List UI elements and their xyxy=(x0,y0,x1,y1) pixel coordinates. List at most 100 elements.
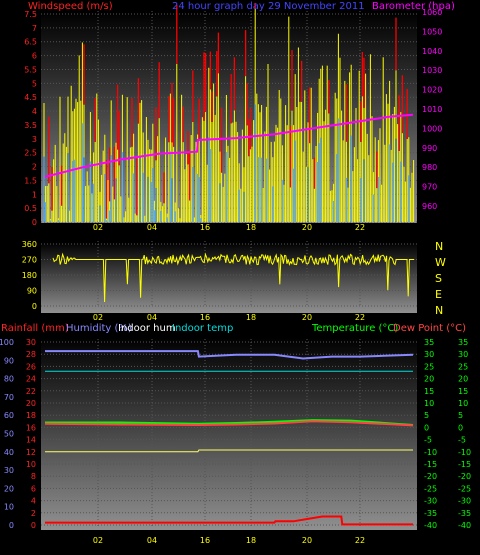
climate-panel-bg xyxy=(41,337,417,530)
dir-label-w: W xyxy=(435,256,446,269)
dew-point-label: Dew Point (°C) xyxy=(393,323,466,334)
dewpoint-y-tick: 30 xyxy=(458,350,468,359)
direction-y-tick: 270 xyxy=(22,256,37,265)
humidity-y-tick: 40 xyxy=(4,448,14,457)
x-tick-label: 20 xyxy=(302,536,312,545)
rainfall-label: Rainfall (mm) xyxy=(1,323,69,334)
wind-y-tick: 7.5 xyxy=(24,10,37,19)
barometer-y-tick: 1060 xyxy=(422,8,442,17)
dewpoint-y-tick: -5 xyxy=(458,436,466,445)
rain-y-tick: 22 xyxy=(26,387,36,396)
dewpoint-y-tick: 5 xyxy=(458,411,463,420)
x-tick-label: 16 xyxy=(200,536,210,545)
x-tick-label: 22 xyxy=(355,536,365,545)
temperature-label: Temperature (°C) xyxy=(311,323,398,334)
indoor_hum-line xyxy=(45,449,413,453)
dewpoint-y-tick: -25 xyxy=(458,484,471,493)
temperature-y-tick: -15 xyxy=(424,460,437,469)
dewpoint-y-tick: -15 xyxy=(458,460,471,469)
wind-y-tick: 7 xyxy=(32,24,37,33)
dewpoint-y-tick: -40 xyxy=(458,521,471,530)
direction-y-tick: 0 xyxy=(32,302,37,311)
x-tick-label: 04 xyxy=(147,536,157,545)
x-tick-label: 16 xyxy=(200,313,210,322)
wind-y-tick: 4 xyxy=(32,107,37,116)
wind-y-tick: 2 xyxy=(32,163,37,172)
data-marks xyxy=(43,2,415,526)
x-tick-label: 02 xyxy=(93,223,103,232)
dir-label-n-top: N xyxy=(435,240,443,253)
wind-y-tick: 1.5 xyxy=(24,176,37,185)
x-tick-label: 18 xyxy=(246,536,256,545)
barometer-y-tick: 980 xyxy=(422,163,437,172)
rain-y-tick: 26 xyxy=(26,362,36,371)
dewpoint-y-tick: 15 xyxy=(458,387,468,396)
dewpoint-y-tick: 35 xyxy=(458,338,468,347)
rain-y-tick: 10 xyxy=(26,460,36,469)
wind-y-tick: 6 xyxy=(32,52,37,61)
rain-y-tick: 2 xyxy=(31,509,36,518)
temperature-y-tick: 25 xyxy=(424,362,434,371)
rain-y-tick: 30 xyxy=(26,338,36,347)
direction-panel-bg xyxy=(41,242,417,313)
rain-y-tick: 14 xyxy=(26,436,36,445)
temperature-y-tick: -40 xyxy=(424,521,437,530)
barometer-y-tick: 1020 xyxy=(422,86,442,95)
temperature-y-tick: -10 xyxy=(424,448,437,457)
dewpoint-y-tick: -20 xyxy=(458,472,471,481)
barometer-y-tick: 1040 xyxy=(422,47,442,56)
humidity-y-tick: 50 xyxy=(4,430,14,439)
humidity-label: Humidity (%) xyxy=(66,323,132,334)
direction-y-tick: 180 xyxy=(22,271,37,280)
dewpoint-y-tick: -10 xyxy=(458,448,471,457)
x-tick-label: 04 xyxy=(147,223,157,232)
wind-y-tick: 0 xyxy=(32,218,37,227)
barometer-y-tick: 970 xyxy=(422,183,437,192)
rain-y-tick: 28 xyxy=(26,350,36,359)
rain-y-tick: 12 xyxy=(26,448,36,457)
dir-label-s: S xyxy=(435,272,442,285)
humidity-y-tick: 10 xyxy=(4,503,14,512)
temperature-y-tick: 20 xyxy=(424,375,434,384)
windspeed-label: Windspeed (m/s) xyxy=(28,1,113,12)
rainfall-line xyxy=(45,515,413,526)
humidity-line xyxy=(45,350,414,360)
direction-y-tick: 360 xyxy=(22,240,37,249)
wind-y-tick: 5 xyxy=(32,79,37,88)
temperature-y-tick: 0 xyxy=(424,423,429,432)
humidity-y-tick: 90 xyxy=(4,356,14,365)
barometer-label: Barometer (hpa) xyxy=(372,1,455,12)
barometer-y-tick: 1050 xyxy=(422,27,442,36)
dir-label-n-bottom: N xyxy=(435,304,443,317)
x-tick-label: 02 xyxy=(93,536,103,545)
x-tick-label: 20 xyxy=(302,223,312,232)
x-tick-label: 16 xyxy=(200,223,210,232)
x-tick-label: 20 xyxy=(302,313,312,322)
dewpoint-y-tick: 10 xyxy=(458,399,468,408)
humidity-y-tick: 30 xyxy=(4,466,14,475)
barometer-y-tick: 1030 xyxy=(422,66,442,75)
rain-y-tick: 0 xyxy=(31,521,36,530)
x-tick-label: 04 xyxy=(147,313,157,322)
x-tick-label: 18 xyxy=(246,313,256,322)
wind-y-tick: 1 xyxy=(32,190,37,199)
wind-y-tick: 5.5 xyxy=(24,65,37,74)
temperature-y-tick: 10 xyxy=(424,399,434,408)
wind-y-tick: 2.5 xyxy=(24,149,37,158)
temperature-y-tick: -5 xyxy=(424,436,432,445)
wind-y-tick: 3.5 xyxy=(24,121,37,130)
rain-y-tick: 6 xyxy=(31,484,36,493)
wind-y-tick: 0.5 xyxy=(24,204,37,213)
indoor-hum-label: Indoor hum xyxy=(118,323,176,334)
temperature-y-tick: -30 xyxy=(424,497,437,506)
rain-y-tick: 16 xyxy=(26,423,36,432)
dewpoint-y-tick: -30 xyxy=(458,497,471,506)
barometer-y-tick: 960 xyxy=(422,202,437,211)
temperature-y-tick: -25 xyxy=(424,484,437,493)
indoor-temp-label: Indoor temp xyxy=(172,323,233,334)
rain-y-tick: 20 xyxy=(26,399,36,408)
dewpoint-y-tick: 0 xyxy=(458,423,463,432)
rain-y-tick: 24 xyxy=(26,375,36,384)
temperature-y-tick: 30 xyxy=(424,350,434,359)
x-tick-label: 02 xyxy=(93,313,103,322)
